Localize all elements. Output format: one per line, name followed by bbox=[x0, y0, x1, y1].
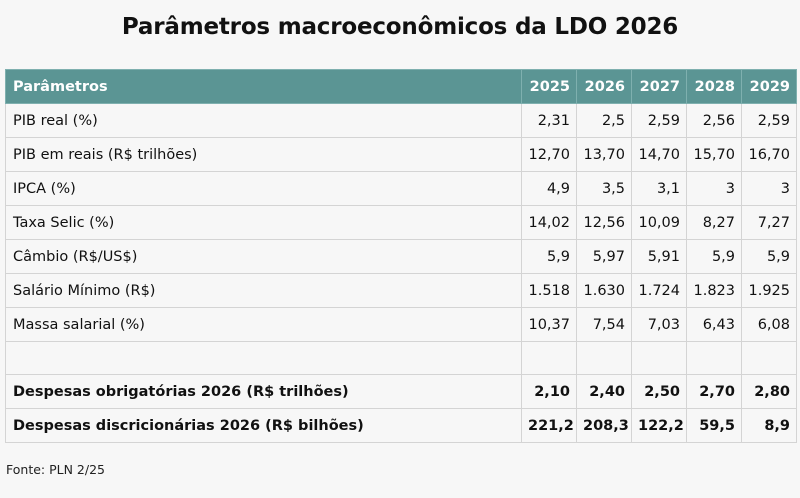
row-label: Salário Mínimo (R$) bbox=[5, 273, 522, 308]
row-label: PIB em reais (R$ trilhões) bbox=[5, 137, 522, 172]
cell-value: 5,9 bbox=[741, 239, 797, 274]
cell-value: 1.518 bbox=[521, 273, 577, 308]
page-title: Parâmetros macroeconômicos da LDO 2026 bbox=[121, 14, 679, 40]
row-label: IPCA (%) bbox=[5, 171, 522, 206]
cell-value: 3 bbox=[741, 171, 797, 206]
cell-value: 10,09 bbox=[631, 205, 687, 240]
summary-cell-value: 122,2 bbox=[631, 408, 687, 443]
summary-row-label: Despesas obrigatórias 2026 (R$ trilhões) bbox=[5, 374, 522, 409]
cell-value: 3 bbox=[686, 171, 742, 206]
cell-value: 10,37 bbox=[521, 307, 577, 342]
summary-cell-value: 2,50 bbox=[631, 374, 687, 409]
table-row: Câmbio (R$/US$) 5,9 5,97 5,91 5,9 5,9 bbox=[5, 239, 797, 274]
cell-value: 2,56 bbox=[686, 103, 742, 138]
table-row: Massa salarial (%) 10,37 7,54 7,03 6,43 … bbox=[5, 307, 797, 342]
empty-cell bbox=[521, 341, 577, 375]
cell-value: 7,03 bbox=[631, 307, 687, 342]
cell-value: 5,91 bbox=[631, 239, 687, 274]
row-label: Taxa Selic (%) bbox=[5, 205, 522, 240]
empty-cell bbox=[5, 341, 522, 375]
cell-value: 2,31 bbox=[521, 103, 577, 138]
cell-value: 1.823 bbox=[686, 273, 742, 308]
summary-cell-value: 2,80 bbox=[741, 374, 797, 409]
summary-row: Despesas obrigatórias 2026 (R$ trilhões)… bbox=[5, 374, 797, 409]
cell-value: 4,9 bbox=[521, 171, 577, 206]
summary-cell-value: 59,5 bbox=[686, 408, 742, 443]
summary-cell-value: 2,70 bbox=[686, 374, 742, 409]
cell-value: 2,5 bbox=[576, 103, 632, 138]
table-row: IPCA (%) 4,9 3,5 3,1 3 3 bbox=[5, 171, 797, 206]
table-row: PIB em reais (R$ trilhões) 12,70 13,70 1… bbox=[5, 137, 797, 172]
table-header-row: Parâmetros 2025 2026 2027 2028 2029 bbox=[5, 69, 797, 104]
table-row: Salário Mínimo (R$) 1.518 1.630 1.724 1.… bbox=[5, 273, 797, 308]
cell-value: 6,08 bbox=[741, 307, 797, 342]
cell-value: 13,70 bbox=[576, 137, 632, 172]
header-year: 2028 bbox=[686, 69, 742, 104]
summary-row-label: Despesas discricionárias 2026 (R$ bilhõe… bbox=[5, 408, 522, 443]
empty-cell bbox=[741, 341, 797, 375]
cell-value: 3,1 bbox=[631, 171, 687, 206]
cell-value: 1.724 bbox=[631, 273, 687, 308]
cell-value: 2,59 bbox=[741, 103, 797, 138]
cell-value: 1.925 bbox=[741, 273, 797, 308]
cell-value: 5,9 bbox=[686, 239, 742, 274]
cell-value: 14,70 bbox=[631, 137, 687, 172]
summary-cell-value: 221,2 bbox=[521, 408, 577, 443]
row-label: Massa salarial (%) bbox=[5, 307, 522, 342]
cell-value: 5,97 bbox=[576, 239, 632, 274]
summary-cell-value: 208,3 bbox=[576, 408, 632, 443]
cell-value: 2,59 bbox=[631, 103, 687, 138]
summary-row: Despesas discricionárias 2026 (R$ bilhõe… bbox=[5, 408, 797, 443]
cell-value: 6,43 bbox=[686, 307, 742, 342]
header-year: 2026 bbox=[576, 69, 632, 104]
source-note: Fonte: PLN 2/25 bbox=[6, 462, 105, 477]
empty-cell bbox=[686, 341, 742, 375]
cell-value: 16,70 bbox=[741, 137, 797, 172]
table-row: PIB real (%) 2,31 2,5 2,59 2,56 2,59 bbox=[5, 103, 797, 138]
cell-value: 7,27 bbox=[741, 205, 797, 240]
cell-value: 3,5 bbox=[576, 171, 632, 206]
row-label: PIB real (%) bbox=[5, 103, 522, 138]
header-year: 2029 bbox=[741, 69, 797, 104]
cell-value: 7,54 bbox=[576, 307, 632, 342]
header-year: 2027 bbox=[631, 69, 687, 104]
cell-value: 12,70 bbox=[521, 137, 577, 172]
macro-parameters-table: Parâmetros 2025 2026 2027 2028 2029 PIB … bbox=[5, 69, 797, 443]
empty-cell bbox=[576, 341, 632, 375]
empty-spacer-row bbox=[5, 341, 797, 375]
cell-value: 1.630 bbox=[576, 273, 632, 308]
summary-cell-value: 8,9 bbox=[741, 408, 797, 443]
empty-cell bbox=[631, 341, 687, 375]
summary-cell-value: 2,10 bbox=[521, 374, 577, 409]
cell-value: 5,9 bbox=[521, 239, 577, 274]
row-label: Câmbio (R$/US$) bbox=[5, 239, 522, 274]
cell-value: 15,70 bbox=[686, 137, 742, 172]
cell-value: 8,27 bbox=[686, 205, 742, 240]
summary-cell-value: 2,40 bbox=[576, 374, 632, 409]
header-year: 2025 bbox=[521, 69, 577, 104]
cell-value: 14,02 bbox=[521, 205, 577, 240]
header-parametros: Parâmetros bbox=[5, 69, 522, 104]
table-row: Taxa Selic (%) 14,02 12,56 10,09 8,27 7,… bbox=[5, 205, 797, 240]
cell-value: 12,56 bbox=[576, 205, 632, 240]
